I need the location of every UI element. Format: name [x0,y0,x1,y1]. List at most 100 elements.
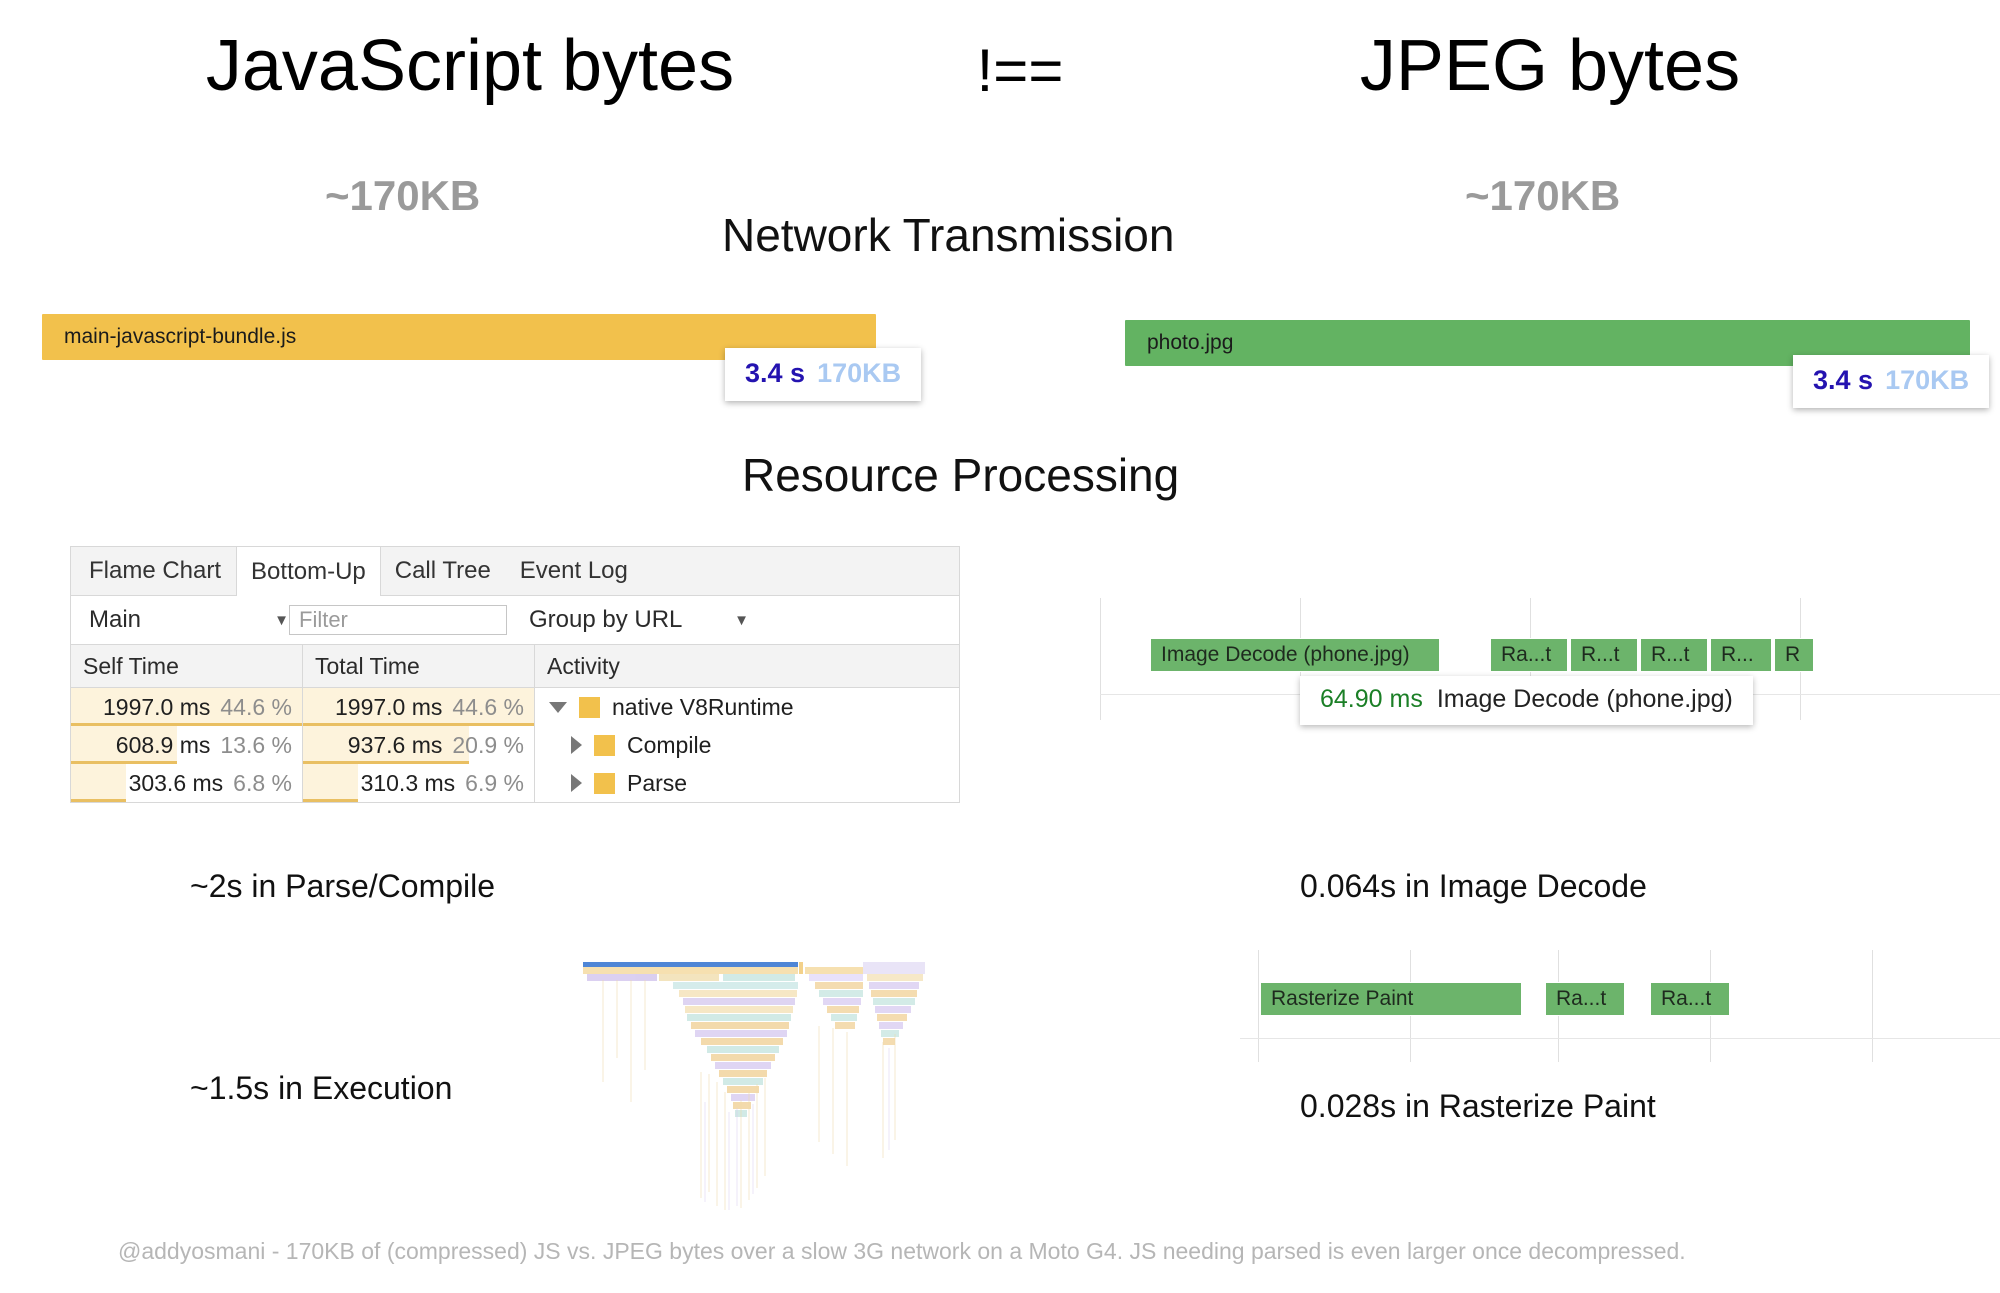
table-row[interactable]: 608.9 ms 13.6 % 937.6 ms 20.9 % Compile [71,726,959,764]
self-time-cell: 608.9 ms 13.6 % [71,726,303,764]
category-color-swatch-icon [594,772,615,794]
timeline-rasterize-paint: Rasterize Paint Ra...t Ra...t [1240,950,2000,1062]
network-tooltip-jpeg-time: 3.4 s [1813,365,1874,395]
timeline-block-label: Ra...t [1661,987,1712,1010]
network-tooltip-javascript-time: 3.4 s [745,358,806,388]
timeline-block-label: Image Decode (phone.jpg) [1161,643,1410,666]
self-time-percent: 6.8 % [233,769,292,796]
activity-label: Parse [627,769,688,796]
timeline-block-label: Ra...t [1501,643,1552,666]
annotation-image-decode: 0.064s in Image Decode [1300,868,1647,904]
group-by-select[interactable]: Group by URL ▼ [529,606,749,634]
column-header-activity[interactable]: Activity [547,652,620,679]
filter-input-placeholder: Filter [299,607,348,632]
headline-not-equal-operator: !== [976,37,1064,104]
timeline-block[interactable]: R...t [1640,638,1708,672]
total-time-cell: 310.3 ms 6.9 % [303,764,535,802]
column-header-self-time[interactable]: Self Time [71,645,303,687]
timeline-block[interactable]: R... [1710,638,1772,672]
size-note-jpeg: ~170KB [1465,172,1621,219]
devtools-tab-label: Flame Chart [89,557,222,584]
section-heading-resource-processing: Resource Processing [742,449,1180,501]
devtools-performance-panel: Flame Chart Bottom-Up Call Tree Event Log M… [70,546,960,803]
network-tooltip-jpeg-size: 170KB [1885,365,1970,395]
devtools-tab-call-tree[interactable]: Call Tree [381,547,506,595]
flame-chart-thumbnail [583,962,968,1212]
devtools-toolbar: Main ▼ Filter Group by URL ▼ [71,596,959,645]
network-tooltip-javascript: 3.4 s 170KB [725,348,922,401]
devtools-tab-flame-chart[interactable]: Flame Chart [71,547,236,595]
chevron-down-icon[interactable] [549,701,567,713]
filter-input[interactable]: Filter [289,605,507,635]
size-note-javascript: ~170KB [325,172,481,219]
timeline-block[interactable]: Image Decode (phone.jpg) [1150,638,1440,672]
devtools-tab-event-log[interactable]: Event Log [506,547,643,595]
devtools-tab-bottom-up[interactable]: Bottom-Up [236,547,381,596]
annotation-parse-compile: ~2s in Parse/Compile [190,868,496,904]
devtools-table-body: 1997.0 ms 44.6 % 1997.0 ms 44.6 % native V8R… [71,688,959,802]
timeline-block[interactable]: Ra...t [1650,982,1730,1016]
timeline-tooltip-image-decode: 64.90 ms Image Decode (phone.jpg) [1300,676,1753,725]
total-time-percent: 20.9 % [452,731,524,758]
timeline-block[interactable]: Ra...t [1490,638,1568,672]
section-heading-network-transmission: Network Transmission [722,209,1175,261]
timeline-block[interactable]: Ra...t [1545,982,1625,1016]
total-time-value: 937.6 ms [347,731,443,758]
footer-caption: @addyosmani - 170KB of (compressed) JS v… [118,1238,1686,1264]
timeline-block-label: R [1785,643,1801,666]
self-time-cell: 303.6 ms 6.8 % [71,764,303,802]
timeline-block[interactable]: R [1774,638,1814,672]
category-color-swatch-icon [594,734,615,756]
table-row[interactable]: 1997.0 ms 44.6 % 1997.0 ms 44.6 % native V8R… [71,688,959,726]
chevron-down-icon: ▼ [274,611,289,629]
total-time-cell: 1997.0 ms 44.6 % [303,688,535,726]
total-time-bar [303,764,359,802]
self-time-bar [71,764,127,802]
devtools-table-header: Self Time Total Time Activity [71,645,959,688]
self-time-value: 303.6 ms [128,769,224,796]
timeline-baseline [1240,1038,2000,1039]
category-color-swatch-icon [579,696,600,718]
scope-select[interactable]: Main ▼ [89,606,289,634]
headline-javascript-bytes: JavaScript bytes [205,26,735,106]
table-row[interactable]: 303.6 ms 6.8 % 310.3 ms 6.9 % Parse [71,764,959,802]
activity-label: Compile [627,731,712,758]
timeline-tooltip-duration: 64.90 ms [1320,685,1423,713]
timeline-image-decode: Image Decode (phone.jpg) Ra...t R...t R...t… [1100,598,2000,725]
activity-cell: native V8Runtime [535,688,959,726]
total-time-percent: 44.6 % [452,693,524,720]
scope-select-value: Main [89,606,142,633]
self-time-cell: 1997.0 ms 44.6 % [71,688,303,726]
timeline-block-label: Rasterize Paint [1271,987,1414,1010]
network-tooltip-javascript-size: 170KB [817,358,902,388]
self-time-percent: 44.6 % [220,693,292,720]
self-time-value: 1997.0 ms [102,693,211,720]
total-time-value: 1997.0 ms [334,693,443,720]
annotation-execution: ~1.5s in Execution [190,1070,453,1106]
timeline-block[interactable]: R...t [1570,638,1638,672]
self-time-bar [71,726,178,764]
total-time-bar [303,688,534,726]
timeline-block-label: R...t [1651,643,1690,666]
chevron-right-icon[interactable] [571,774,582,792]
timeline-gridline [1872,950,1873,1062]
self-time-percent: 13.6 % [220,731,292,758]
annotation-rasterize-paint: 0.028s in Rasterize Paint [1300,1088,1656,1124]
timeline-block-label: R... [1721,643,1754,666]
self-time-value: 608.9 ms [115,731,211,758]
group-by-select-value: Group by URL [529,606,683,633]
timeline-block[interactable]: Rasterize Paint [1260,982,1522,1016]
flame-chart-thumbnail-graphic [583,962,968,1212]
devtools-tab-label: Event Log [519,557,628,584]
activity-cell: Compile [535,726,959,764]
chevron-down-icon: ▼ [734,611,749,629]
timeline-block-label: R...t [1581,643,1620,666]
devtools-tab-label: Call Tree [394,557,491,584]
devtools-tab-bar: Flame Chart Bottom-Up Call Tree Event Log [71,547,959,596]
chevron-right-icon[interactable] [571,736,582,754]
column-header-total-time[interactable]: Total Time [303,645,535,687]
total-time-cell: 937.6 ms 20.9 % [303,726,535,764]
network-bar-jpeg-label: photo.jpg [1147,331,1234,354]
total-time-bar [303,726,470,764]
network-bar-javascript-label: main-javascript-bundle.js [64,325,297,348]
